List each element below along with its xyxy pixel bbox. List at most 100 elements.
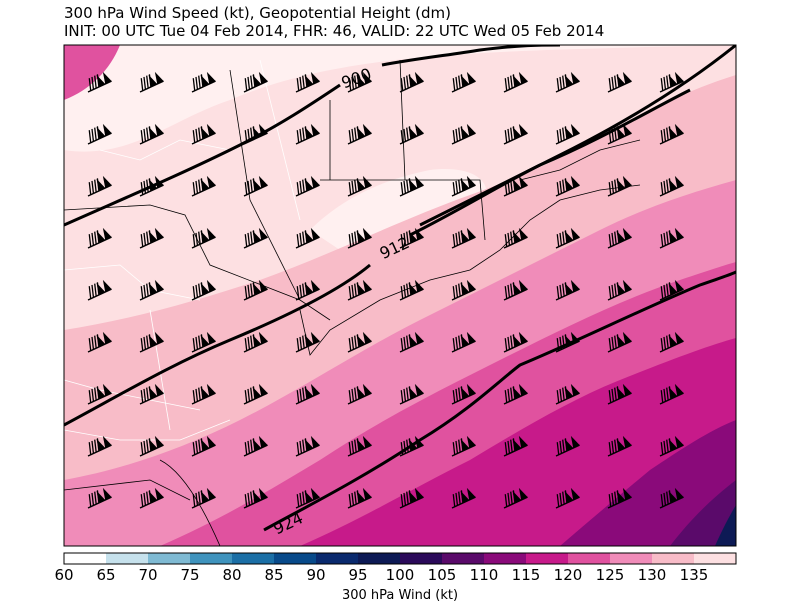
colorbar-frame	[63, 552, 737, 565]
wind-barb	[399, 71, 424, 93]
wind-barb	[555, 383, 580, 405]
wind-barb	[243, 175, 268, 197]
wind-barb	[243, 487, 268, 509]
wind-barb	[87, 383, 112, 405]
wind-barb	[295, 227, 320, 249]
colorbar-swatch	[442, 553, 485, 564]
wind-barb	[399, 383, 424, 405]
state-boundaries	[64, 59, 641, 546]
colorbar-tick-label: 100	[385, 566, 415, 584]
colorbar-tick-label: 125	[595, 566, 625, 584]
wind-barb	[399, 227, 424, 249]
field-95-band	[715, 505, 736, 546]
wind-barb	[399, 487, 424, 509]
wind-barb	[555, 279, 580, 301]
wind-barb	[607, 331, 632, 353]
colorbar-swatch	[232, 553, 275, 564]
colorbar-tick-label: 65	[96, 566, 116, 584]
wind-barb	[87, 227, 112, 249]
wind-barb	[87, 435, 112, 457]
wind-barb	[139, 383, 164, 405]
wind-barb	[503, 123, 528, 145]
wind-barb	[451, 487, 476, 509]
colorbar-swatch	[694, 553, 737, 564]
wind-barb	[659, 175, 684, 197]
wind-barb	[659, 383, 684, 405]
wind-barb	[503, 435, 528, 457]
wind-barb	[243, 71, 268, 93]
wind-barb	[503, 227, 528, 249]
wind-barb	[659, 279, 684, 301]
wind-barb	[243, 383, 268, 405]
wind-barb	[87, 487, 112, 509]
colorbar-swatch	[190, 553, 233, 564]
colorbar-tick-label: 110	[469, 566, 499, 584]
colorbar-swatch	[610, 553, 653, 564]
map-frame	[63, 44, 737, 547]
colorbar-swatch	[484, 553, 527, 564]
colorbar-tick-label: 85	[264, 566, 284, 584]
wind-barb	[451, 383, 476, 405]
wind-barb	[659, 435, 684, 457]
wind-barb	[87, 331, 112, 353]
wind-barb	[191, 383, 216, 405]
colorbar-swatch	[148, 553, 191, 564]
wind-barb	[295, 175, 320, 197]
wind-barb	[555, 175, 580, 197]
wind-barb	[139, 279, 164, 301]
colorbar-tick-label: 80	[222, 566, 242, 584]
wind-barb	[347, 71, 372, 93]
wind-barb	[191, 123, 216, 145]
wind-barb	[139, 175, 164, 197]
colorbar-tick-label: 95	[348, 566, 368, 584]
wind-barb	[87, 71, 112, 93]
colorbar-tick-label: 120	[553, 566, 583, 584]
contour-912	[64, 88, 691, 427]
wind-barb	[607, 487, 632, 509]
wind-barb	[191, 227, 216, 249]
wind-barb	[451, 331, 476, 353]
wind-barb	[295, 487, 320, 509]
wind-barb	[607, 383, 632, 405]
colorbar-tick-label: 60	[54, 566, 74, 584]
wind-barb	[607, 71, 632, 93]
wind-barb	[191, 279, 216, 301]
wind-barb	[503, 71, 528, 93]
wind-barb	[399, 435, 424, 457]
wind-barb	[399, 279, 424, 301]
wind-barb	[659, 227, 684, 249]
wind-barb	[607, 435, 632, 457]
colorbar-swatch	[106, 553, 149, 564]
wind-barb	[347, 331, 372, 353]
wind-barb	[451, 435, 476, 457]
wind-barb	[555, 71, 580, 93]
field-115-spot	[64, 45, 120, 100]
wind-barb	[139, 331, 164, 353]
wind-barb	[295, 123, 320, 145]
wind-barb	[607, 175, 632, 197]
colorbar-swatch	[316, 553, 359, 564]
colorbar-tick-label: 105	[427, 566, 457, 584]
colorbar	[63, 552, 737, 565]
wind-barb	[555, 123, 580, 145]
colorbar-swatch	[526, 553, 569, 564]
colorbar-swatch	[652, 553, 695, 564]
wind-barb	[191, 487, 216, 509]
wind-barb	[607, 123, 632, 145]
map-title: 300 hPa Wind Speed (kt), Geopotential He…	[64, 4, 452, 22]
wind-barb	[659, 123, 684, 145]
contour-924	[263, 270, 736, 532]
colorbar-tick-label: 130	[637, 566, 667, 584]
wind-barb	[399, 123, 424, 145]
wind-barb	[451, 175, 476, 197]
field-100-band	[670, 480, 736, 546]
wind-barb	[191, 71, 216, 93]
wind-barb	[139, 71, 164, 93]
map-subtitle: INIT: 00 UTC Tue 04 Feb 2014, FHR: 46, V…	[64, 22, 605, 40]
wind-barb	[399, 331, 424, 353]
colorbar-tick-label: 90	[306, 566, 326, 584]
wind-barb	[295, 71, 320, 93]
wind-barbs	[87, 71, 684, 509]
colorbar-swatch	[274, 553, 317, 564]
